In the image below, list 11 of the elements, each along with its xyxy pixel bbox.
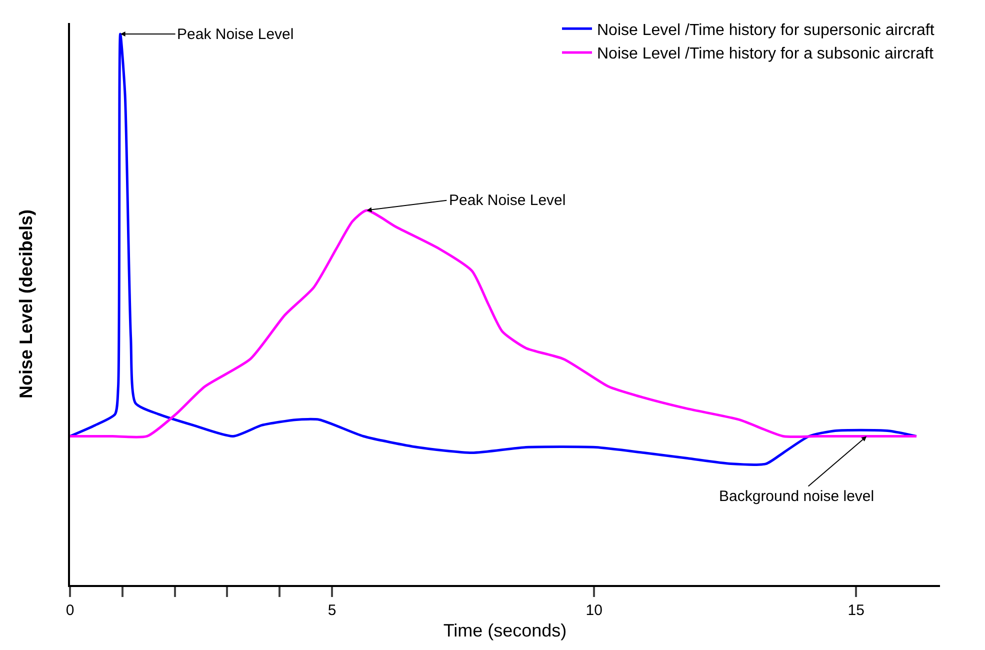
x-tick-label: 5 xyxy=(328,602,336,619)
x-tick-label: 10 xyxy=(586,602,602,619)
annotation: Peak Noise Level xyxy=(449,192,566,209)
legend-label: Noise Level /Time history for a subsonic aircraft xyxy=(597,46,934,63)
annotation: Peak Noise Level xyxy=(177,26,294,43)
x-tick-label: 0 xyxy=(66,602,74,619)
x-tick-label: 15 xyxy=(848,602,864,619)
y-axis-title: Noise Level (decibels) xyxy=(16,209,36,399)
annotation: Background noise level xyxy=(719,488,874,505)
x-axis-title: Time (seconds) xyxy=(443,620,567,641)
legend-label: Noise Level /Time history for supersonic aircraft xyxy=(597,22,935,39)
